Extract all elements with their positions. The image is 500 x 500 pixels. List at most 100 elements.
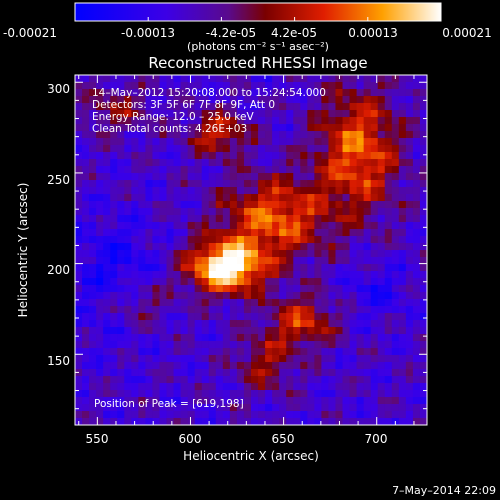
heatmap-cell xyxy=(208,138,217,146)
heatmap-cell xyxy=(377,215,386,223)
heatmap-cell xyxy=(89,110,97,118)
heatmap-cell xyxy=(187,341,196,349)
heatmap-cell xyxy=(328,110,336,118)
heatmap-cell xyxy=(328,152,336,160)
heatmap-cell xyxy=(251,117,259,125)
heatmap-cell xyxy=(412,292,421,300)
heatmap-cell xyxy=(173,243,182,251)
heatmap-cell xyxy=(110,166,118,174)
heatmap-cell xyxy=(103,110,111,118)
heatmap-cell xyxy=(222,222,231,230)
heatmap-cell xyxy=(89,376,97,384)
heatmap-cell xyxy=(138,208,146,216)
heatmap-cell xyxy=(293,159,301,167)
heatmap-cell xyxy=(265,243,273,251)
heatmap-cell xyxy=(328,96,336,104)
heatmap-cell xyxy=(251,397,259,405)
heatmap-cell xyxy=(286,222,294,230)
heatmap-cell xyxy=(243,110,252,118)
heatmap-cell xyxy=(363,299,372,307)
heatmap-cell xyxy=(159,418,168,426)
heatmap-cell xyxy=(251,404,259,412)
heatmap-cell xyxy=(166,138,175,146)
heatmap-cell xyxy=(159,348,168,356)
heatmap-cell xyxy=(370,355,379,363)
heatmap-cell xyxy=(314,348,322,356)
heatmap-cell xyxy=(152,96,160,104)
heatmap-cell xyxy=(293,418,301,426)
heatmap-cell xyxy=(328,299,336,307)
heatmap-cell xyxy=(236,404,245,412)
heatmap-cell xyxy=(96,110,104,118)
heatmap-cell xyxy=(180,166,189,174)
heatmap-cell xyxy=(194,383,203,391)
heatmap-cell xyxy=(251,250,259,258)
heatmap-cell xyxy=(131,236,139,244)
heatmap-cell xyxy=(103,397,111,405)
heatmap-cell xyxy=(258,152,266,160)
heatmap-cell xyxy=(314,376,322,384)
heatmap-cell xyxy=(180,110,189,118)
heatmap-cell xyxy=(89,131,97,139)
heatmap-cell xyxy=(328,215,336,223)
heatmap-cell xyxy=(180,187,189,195)
heatmap-cell xyxy=(363,334,372,342)
heatmap-cell xyxy=(265,236,273,244)
heatmap-cell xyxy=(89,397,97,405)
heatmap-cell xyxy=(370,159,379,167)
heatmap-cell xyxy=(180,117,189,125)
heatmap-cell xyxy=(293,390,301,398)
colorbar-tick-label: 4.2e-05 xyxy=(271,26,317,40)
heatmap-cell xyxy=(405,103,414,111)
heatmap-cell xyxy=(412,159,421,167)
heatmap-cell xyxy=(321,411,329,419)
heatmap-cell xyxy=(405,89,414,97)
heatmap-cell xyxy=(377,278,386,286)
heatmap-cell xyxy=(251,348,259,356)
heatmap-cell xyxy=(82,383,90,391)
heatmap-cell xyxy=(279,131,287,139)
heatmap-cell xyxy=(286,341,294,349)
heatmap-cell xyxy=(222,89,231,97)
heatmap-cell xyxy=(166,131,175,139)
heatmap-cell xyxy=(117,383,125,391)
heatmap-cell xyxy=(342,341,351,349)
heatmap-cell xyxy=(300,159,308,167)
heatmap-cell xyxy=(398,117,407,125)
heatmap-cell xyxy=(180,96,189,104)
heatmap-cell xyxy=(307,299,315,307)
y-tick-label: 300 xyxy=(47,82,70,96)
heatmap-cell xyxy=(194,313,203,321)
heatmap-cell xyxy=(131,411,139,419)
heatmap-cell xyxy=(370,250,379,258)
heatmap-cell xyxy=(335,327,344,335)
heatmap-cell xyxy=(201,292,210,300)
heatmap-cell xyxy=(321,89,329,97)
heatmap-cell xyxy=(328,369,336,377)
heatmap-cell xyxy=(363,208,372,216)
heatmap-cell xyxy=(229,208,238,216)
heatmap-cell xyxy=(138,313,146,321)
heatmap-cell xyxy=(138,341,146,349)
heatmap-cell xyxy=(265,397,273,405)
heatmap-cell xyxy=(124,215,132,223)
heatmap-cell xyxy=(89,271,97,279)
heatmap-cell xyxy=(124,390,132,398)
heatmap-cell xyxy=(384,355,393,363)
heatmap-cell xyxy=(145,404,153,412)
heatmap-cell xyxy=(419,250,428,258)
heatmap-cell xyxy=(272,397,280,405)
heatmap-cell xyxy=(363,271,372,279)
heatmap-cell xyxy=(398,306,407,314)
heatmap-cell xyxy=(229,75,238,83)
heatmap-cell xyxy=(222,369,231,377)
heatmap-cell xyxy=(96,250,104,258)
heatmap-cell xyxy=(272,131,280,139)
heatmap-cell xyxy=(194,341,203,349)
heatmap-cell xyxy=(180,299,189,307)
heatmap-cell xyxy=(117,222,125,230)
heatmap-cell xyxy=(391,201,400,209)
heatmap-cell xyxy=(377,264,386,272)
heatmap-cell xyxy=(117,264,125,272)
heatmap-cell xyxy=(117,369,125,377)
